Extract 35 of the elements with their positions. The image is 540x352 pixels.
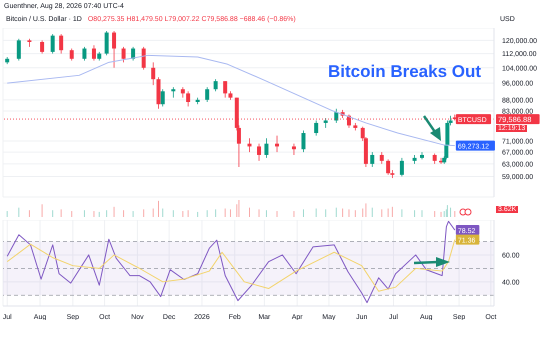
candlestick — [275, 135, 280, 152]
candlestick — [257, 143, 262, 162]
candlestick — [248, 138, 252, 152]
candlestick — [214, 78, 218, 92]
candlestick — [301, 130, 306, 152]
annotation: Bitcoin Breaks Out — [328, 62, 482, 82]
candlestick — [205, 86, 210, 102]
candlestick — [314, 120, 318, 136]
candlestick — [223, 80, 228, 98]
candlestick — [390, 170, 394, 178]
candlestick — [70, 48, 74, 61]
candlestick — [104, 30, 109, 56]
candlestick — [186, 90, 190, 107]
candlestick — [370, 152, 374, 168]
candlestick — [131, 46, 136, 61]
candlestick — [40, 40, 44, 54]
candlestick — [92, 44, 96, 61]
candlestick — [27, 38, 32, 48]
candlestick — [151, 62, 156, 86]
candlestick — [432, 153, 437, 164]
candlestick — [171, 86, 176, 98]
candlestick — [180, 86, 185, 98]
candlestick — [264, 138, 268, 158]
candlestick — [400, 157, 404, 177]
candlestick — [82, 46, 86, 61]
candlestick — [380, 152, 384, 164]
candlestick — [160, 88, 165, 107]
candlestick — [386, 158, 390, 176]
candlestick — [50, 34, 55, 54]
candlestick — [324, 118, 328, 128]
candlestick — [112, 30, 116, 68]
candlestick — [16, 38, 21, 61]
candlestick — [59, 34, 64, 54]
candlestick — [122, 46, 126, 63]
candlestick — [142, 46, 146, 70]
